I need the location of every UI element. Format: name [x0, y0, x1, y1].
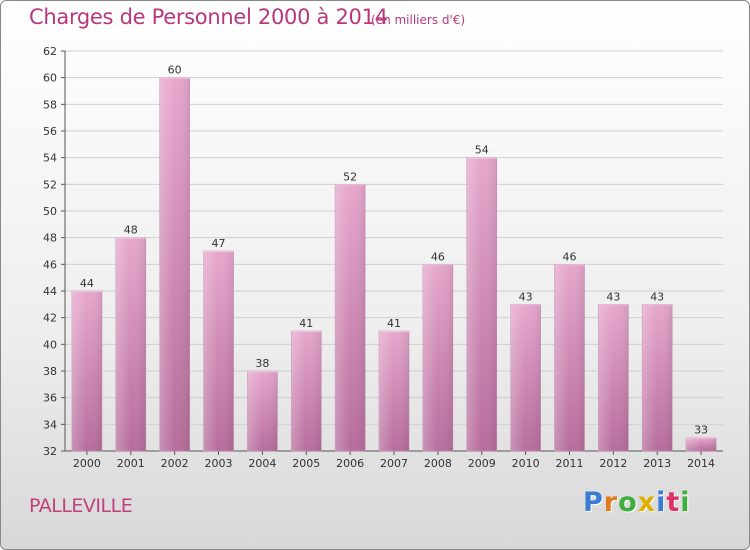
- bar-shine: [115, 237, 146, 451]
- data-label: 43: [519, 290, 533, 303]
- x-tick-label: 2014: [687, 457, 715, 470]
- y-tick-label: 58: [43, 98, 57, 111]
- x-tick-label: 2006: [336, 457, 364, 470]
- x-tick-label: 2012: [599, 457, 627, 470]
- bar-shine: [554, 264, 585, 451]
- town-name: PALLEVILLE: [29, 495, 133, 517]
- labels: 44 2000 48 2001 60 2002 47 2003 38 2004 41 2005 52 20…: [73, 64, 715, 470]
- y-tick-label: 60: [43, 72, 57, 85]
- data-label: 46: [431, 250, 445, 263]
- y-tick-label: 38: [43, 365, 57, 378]
- y-tick-label: 56: [43, 125, 57, 138]
- x-tick-label: 2002: [161, 457, 189, 470]
- chart-title: Charges de Personnel 2000 à 2014: [29, 5, 388, 29]
- bar-shine: [291, 331, 322, 451]
- x-tick-label: 2011: [555, 457, 583, 470]
- data-label: 43: [606, 290, 620, 303]
- y-tick-label: 52: [43, 178, 57, 191]
- data-label: 41: [299, 317, 313, 330]
- data-label: 46: [562, 250, 576, 263]
- bar-shine: [71, 291, 102, 451]
- data-label: 54: [475, 144, 489, 157]
- x-tick-label: 2001: [117, 457, 145, 470]
- brand-letter: r: [603, 487, 619, 518]
- x-tick-label: 2003: [205, 457, 233, 470]
- y-tick-label: 42: [43, 312, 57, 325]
- x-tick-label: 2005: [292, 457, 320, 470]
- y-tick-label: 40: [43, 338, 57, 351]
- y-tick-label: 48: [43, 232, 57, 245]
- bar-shine: [247, 371, 278, 451]
- data-label: 60: [168, 64, 182, 77]
- x-tick-label: 2013: [643, 457, 671, 470]
- x-tick-label: 2004: [248, 457, 276, 470]
- y-tick-label: 54: [43, 152, 57, 165]
- brand-letter: x: [637, 487, 657, 518]
- bar-shine: [422, 264, 453, 451]
- y-tick-label: 44: [43, 285, 57, 298]
- x-tick-label: 2008: [424, 457, 452, 470]
- data-label: 48: [124, 224, 138, 237]
- bar-shine: [379, 331, 409, 451]
- bar-shine: [642, 304, 673, 451]
- bar-shine: [686, 437, 717, 451]
- x-tick-label: 2009: [468, 457, 496, 470]
- brand-letter: i: [656, 487, 667, 518]
- chart-subtitle: (en milliers d'€): [371, 13, 466, 27]
- y-tick-label: 34: [43, 418, 57, 431]
- bar-shine: [159, 77, 190, 452]
- data-label: 41: [387, 317, 401, 330]
- brand-letter: P: [583, 487, 604, 518]
- brand-letter: o: [618, 487, 638, 518]
- data-label: 44: [80, 277, 94, 290]
- data-label: 43: [650, 290, 664, 303]
- y-tick-label: 36: [43, 392, 57, 405]
- brand-letter: i: [680, 487, 691, 518]
- data-label: 38: [255, 357, 269, 370]
- bar-shine: [510, 304, 541, 451]
- brand-logo: Proxiti: [583, 487, 691, 518]
- x-tick-label: 2007: [380, 457, 408, 470]
- data-label: 52: [343, 170, 357, 183]
- y-tick-label: 50: [43, 205, 57, 218]
- x-tick-label: 2010: [512, 457, 540, 470]
- bars: [71, 77, 717, 452]
- bar-shine: [335, 184, 366, 452]
- bar-shine: [466, 157, 497, 451]
- y-tick-label: 46: [43, 258, 57, 271]
- y-tick-label: 32: [43, 445, 57, 458]
- data-label: 47: [212, 237, 226, 250]
- brand-letter: t: [666, 487, 681, 518]
- bar-shine: [598, 304, 629, 451]
- y-tick-label: 62: [43, 45, 57, 58]
- bar-shine: [203, 251, 234, 451]
- data-label: 33: [694, 424, 708, 437]
- x-tick-label: 2000: [73, 457, 101, 470]
